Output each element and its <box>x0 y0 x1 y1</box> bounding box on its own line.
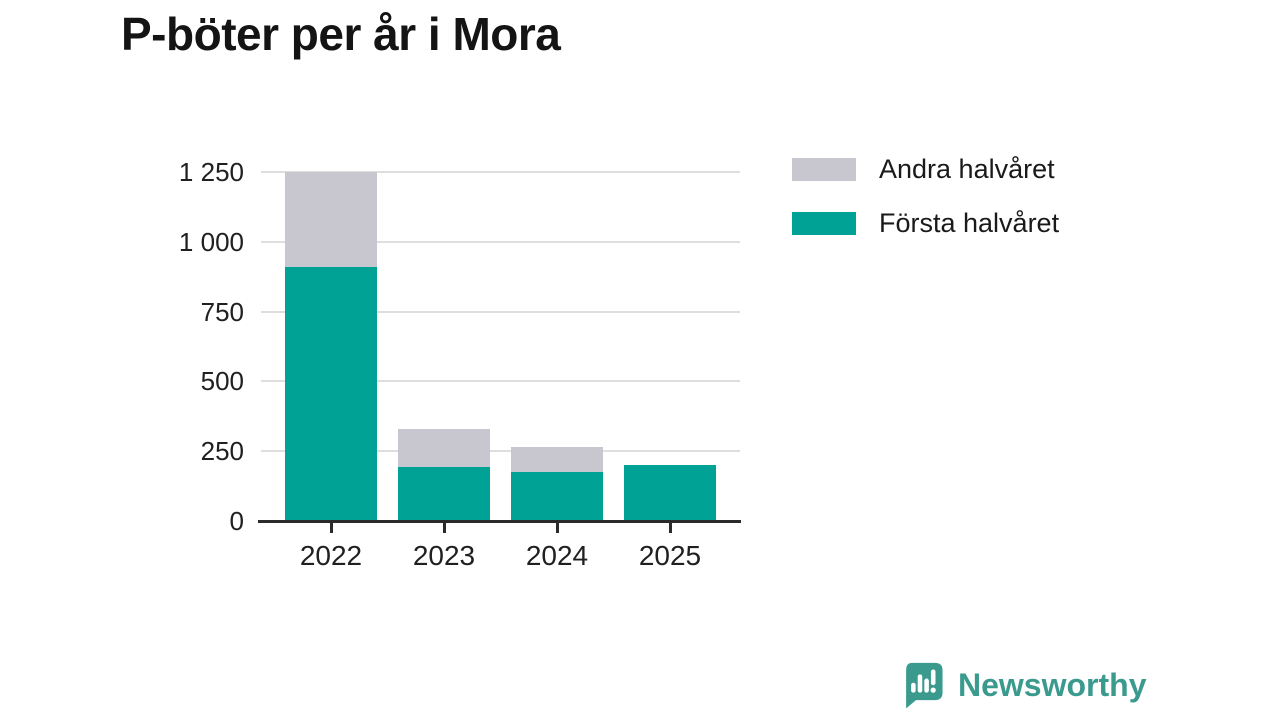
y-tick-label-1250: 1 250 <box>178 157 244 187</box>
bar-segment-2024-f-rsta-halv-ret <box>511 472 603 521</box>
bar-segment-2023-andra-halv-ret <box>398 428 490 467</box>
chart-title: P-böter per år i Mora <box>121 8 561 60</box>
bar-segment-2024-andra-halv-ret <box>511 447 603 473</box>
y-tick-label-500: 500 <box>200 366 244 397</box>
x-tick-label-2022: 2022 <box>299 540 363 571</box>
gridline-250 <box>261 450 740 453</box>
legend-item-andra-halv-ret: Andra halvåret <box>792 154 1059 184</box>
bar-segment-2023-f-rsta-halv-ret <box>398 466 490 521</box>
x-tick-label-2025: 2025 <box>638 540 702 571</box>
y-tick-label-250: 250 <box>200 436 244 467</box>
newsworthy-bubble-chart-icon <box>906 662 943 709</box>
x-tick-2024 <box>555 523 559 533</box>
bar-segment-2025-f-rsta-halv-ret <box>624 465 716 521</box>
legend-swatch <box>792 211 856 235</box>
legend: Andra halvåret Första halvåret <box>792 154 1059 262</box>
bar-segment-2022-f-rsta-halv-ret <box>285 266 377 521</box>
newsworthy-logo: Newsworthy <box>901 662 1146 710</box>
newsworthy-logo-text: Newsworthy <box>958 667 1147 703</box>
x-tick-label-2024: 2024 <box>525 540 589 571</box>
gridline-1250 <box>261 171 740 173</box>
y-tick-label-750: 750 <box>200 296 244 327</box>
bar-segment-2022-andra-halv-ret <box>285 172 377 267</box>
legend-item-f-rsta-halv-ret: Första halvåret <box>792 208 1059 238</box>
x-tick-2025 <box>668 523 672 533</box>
x-axis-line <box>258 520 741 523</box>
gridline-500 <box>261 380 740 383</box>
y-tick-label-0: 0 <box>229 506 244 536</box>
gridline-1000 <box>261 240 740 243</box>
gridline-750 <box>261 310 740 313</box>
y-tick-label-1000: 1 000 <box>178 226 244 257</box>
x-tick-2022 <box>329 523 333 533</box>
x-tick-label-2023: 2023 <box>412 540 476 571</box>
legend-label: Första halvåret <box>879 208 1060 238</box>
legend-label: Andra halvåret <box>879 154 1055 184</box>
plot-area <box>258 171 741 533</box>
x-tick-2023 <box>442 523 446 533</box>
legend-swatch <box>792 157 856 181</box>
